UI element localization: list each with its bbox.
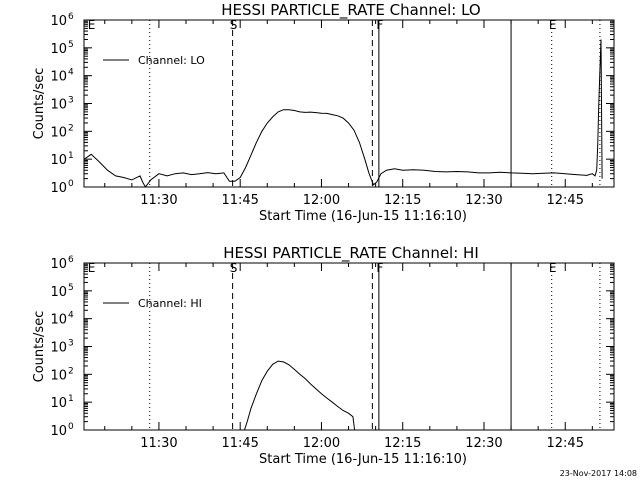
y-tick-label: 10 xyxy=(50,42,67,57)
y-tick-exponent: 2 xyxy=(68,366,74,376)
marker-line-label: S xyxy=(230,261,238,275)
marker-line-label: S xyxy=(230,18,238,32)
y-tick-label: 10 xyxy=(50,125,67,140)
chart-title: HESSI PARTICLE_RATE Channel: LO xyxy=(221,1,480,20)
y-tick-exponent: 4 xyxy=(68,68,74,78)
marker-line-label: E xyxy=(549,261,557,275)
y-tick-label: 10 xyxy=(50,285,67,300)
data-series-line xyxy=(84,39,603,187)
y-tick-exponent: 5 xyxy=(68,40,74,50)
corner-marker-label: E xyxy=(88,18,96,32)
x-tick-label: 12:30 xyxy=(465,436,502,451)
plot-frame xyxy=(83,262,615,431)
y-tick-exponent: 1 xyxy=(68,151,74,161)
x-tick-label: 12:30 xyxy=(465,193,502,208)
x-tick-label: 11:45 xyxy=(221,436,258,451)
x-tick-label: 12:15 xyxy=(384,193,421,208)
y-tick-exponent: 5 xyxy=(68,283,74,293)
marker-line-label: F xyxy=(376,18,383,32)
y-tick-label: 10 xyxy=(50,313,67,328)
y-tick-label: 10 xyxy=(50,341,67,356)
y-tick-exponent: 4 xyxy=(68,311,74,321)
y-tick-exponent: 6 xyxy=(68,12,74,22)
y-tick-exponent: 0 xyxy=(68,422,74,432)
legend-label: Channel: LO xyxy=(138,54,205,67)
x-tick-label: 11:30 xyxy=(140,436,177,451)
x-tick-label: 12:00 xyxy=(303,436,340,451)
y-tick-exponent: 6 xyxy=(68,255,74,265)
y-tick-exponent: 2 xyxy=(68,123,74,133)
x-tick-label: 11:30 xyxy=(140,193,177,208)
x-tick-label: 12:15 xyxy=(384,436,421,451)
x-axis-label: Start Time (16-Jun-15 11:16:10) xyxy=(259,452,467,467)
x-axis-label: Start Time (16-Jun-15 11:16:10) xyxy=(259,209,467,224)
legend-label: Channel: HI xyxy=(138,297,202,310)
y-tick-label: 10 xyxy=(50,14,67,29)
x-tick-label: 12:45 xyxy=(547,436,584,451)
y-tick-label: 10 xyxy=(50,368,67,383)
footer-timestamp: 23-Nov-2017 14:08 xyxy=(560,469,637,478)
y-tick-label: 10 xyxy=(50,424,67,439)
corner-marker-label: E xyxy=(88,261,96,275)
plot-frame xyxy=(83,19,615,188)
y-tick-label: 10 xyxy=(50,153,67,168)
marker-line-label: E xyxy=(549,18,557,32)
y-tick-exponent: 1 xyxy=(68,394,74,404)
x-tick-label: 12:00 xyxy=(303,193,340,208)
data-series-line xyxy=(244,360,356,430)
y-tick-label: 10 xyxy=(50,257,67,272)
marker-line-label: F xyxy=(376,261,383,275)
y-tick-exponent: 3 xyxy=(68,339,74,349)
y-tick-exponent: 3 xyxy=(68,96,74,106)
x-tick-label: 12:45 xyxy=(547,193,584,208)
chart-title: HESSI PARTICLE_RATE Channel: HI xyxy=(223,244,479,263)
y-axis-label: Counts/sec xyxy=(32,311,47,383)
y-tick-label: 10 xyxy=(50,396,67,411)
y-tick-label: 10 xyxy=(50,70,67,85)
y-axis-label: Counts/sec xyxy=(32,68,47,140)
x-tick-label: 11:45 xyxy=(221,193,258,208)
y-tick-exponent: 0 xyxy=(68,179,74,189)
y-tick-label: 10 xyxy=(50,181,67,196)
y-tick-label: 10 xyxy=(50,98,67,113)
